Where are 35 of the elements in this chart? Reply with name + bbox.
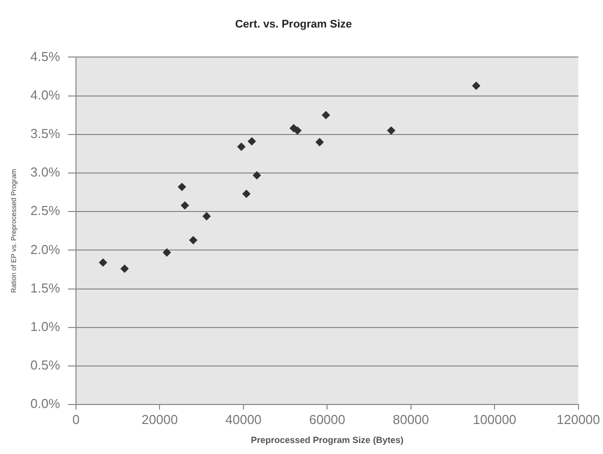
x-tick-label: 120000 — [556, 412, 600, 427]
y-tick-label: 3.5% — [30, 126, 60, 141]
point — [387, 126, 396, 135]
y-tick-label: 4.0% — [30, 87, 60, 102]
point — [242, 190, 250, 198]
x-tick-label: 40000 — [225, 412, 262, 427]
point — [472, 82, 480, 90]
point — [237, 142, 246, 151]
y-tick-label: 2.5% — [30, 203, 60, 218]
y-tick-label: 0.5% — [30, 358, 60, 373]
x-tick-label: 80000 — [392, 412, 429, 427]
x-tick-label: 60000 — [309, 412, 346, 427]
point — [322, 111, 330, 120]
point — [202, 212, 211, 220]
point — [180, 201, 189, 210]
x-tick-label: 0 — [72, 412, 80, 427]
point — [162, 248, 171, 257]
point — [120, 264, 129, 273]
point — [252, 171, 261, 180]
y-tick-label: 1.5% — [30, 280, 60, 296]
x-tick-label: 100000 — [472, 412, 516, 427]
y-tick-label: 1.0% — [30, 318, 60, 334]
y-tick-label: 2.0% — [30, 242, 60, 257]
x-tick-label: 20000 — [142, 412, 178, 427]
point — [189, 236, 198, 244]
point — [248, 137, 256, 146]
y-tick-label: 4.5% — [30, 48, 60, 64]
chart-title: Cert. vs. Program Size — [235, 18, 352, 31]
y-tick-label: 3.0% — [30, 164, 60, 180]
point — [293, 126, 302, 135]
y-tick-label: 0.0% — [30, 396, 60, 412]
point — [316, 138, 324, 146]
x-axis-title: Preprocessed Program Size (Bytes) — [250, 435, 404, 446]
point — [178, 182, 186, 191]
point — [99, 258, 108, 267]
